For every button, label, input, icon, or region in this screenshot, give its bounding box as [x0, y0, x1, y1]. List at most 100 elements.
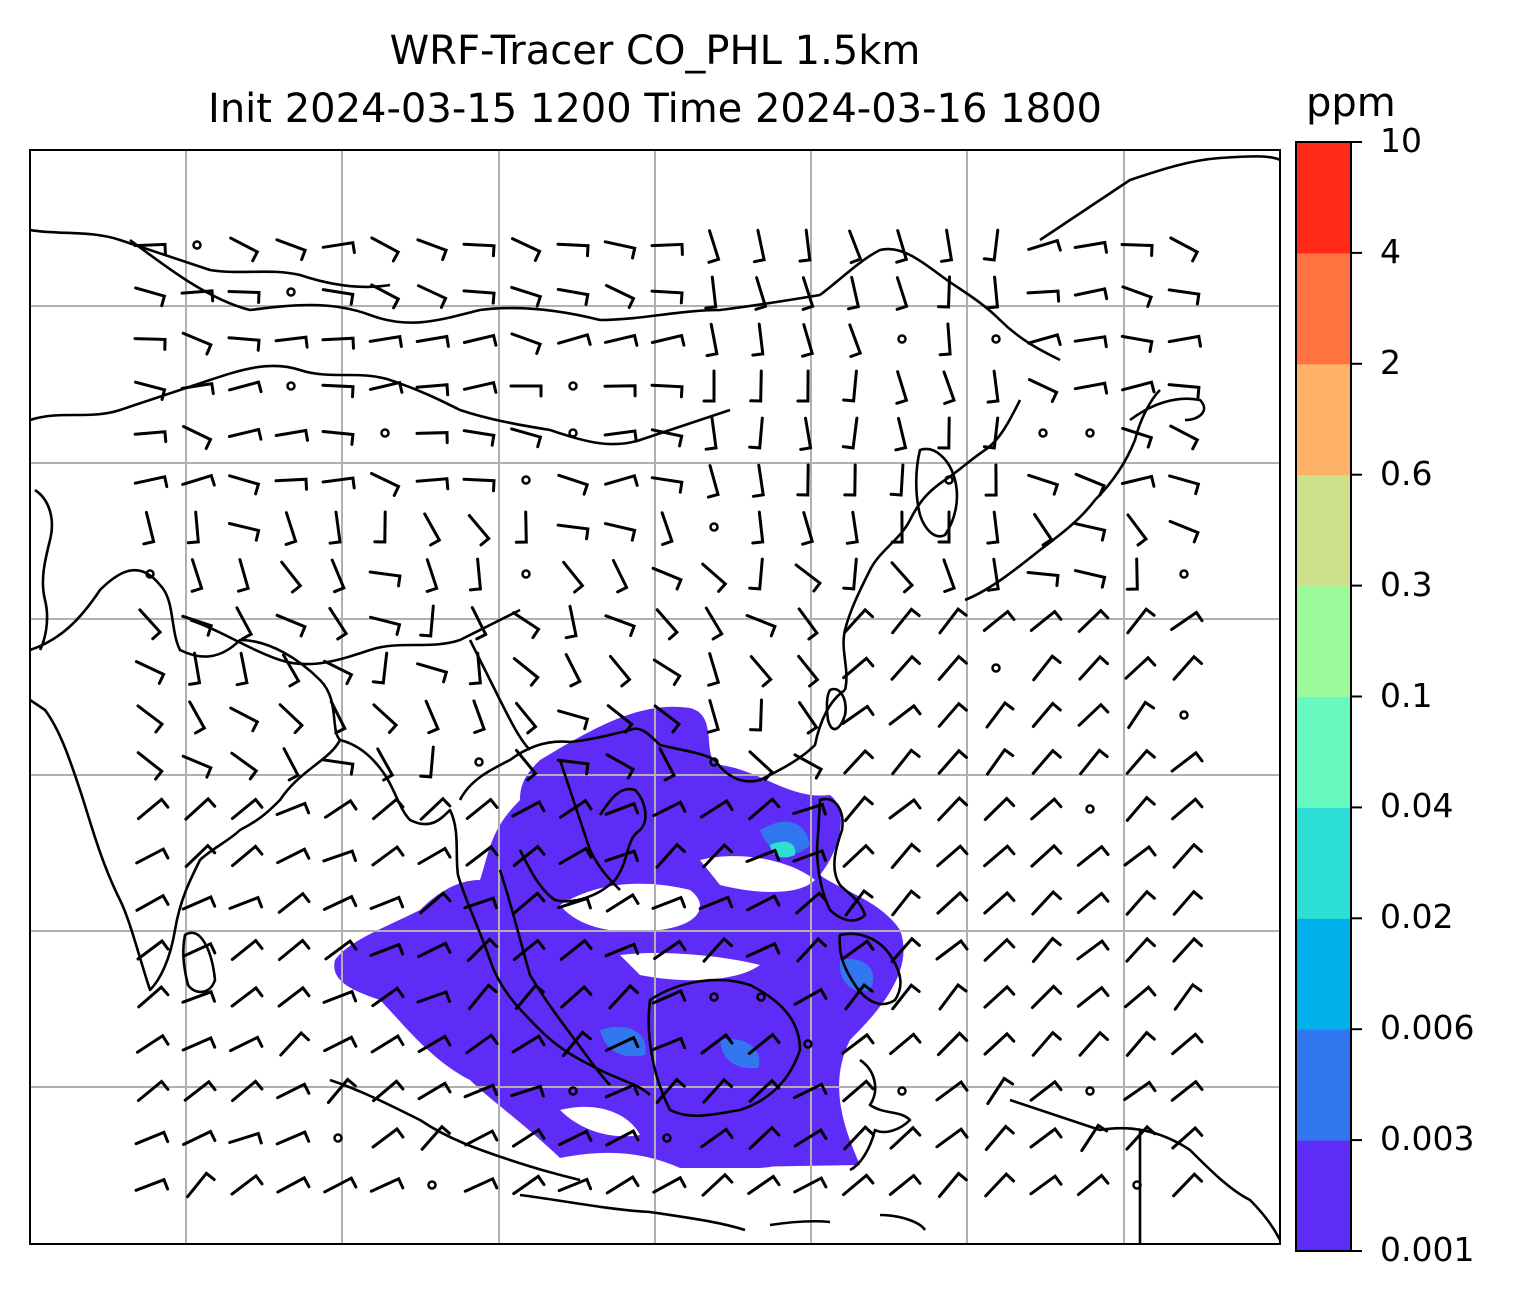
wind-barb	[1076, 938, 1110, 961]
wind-barb	[1078, 1030, 1109, 1057]
wind-barb	[604, 1035, 640, 1052]
wind-barb	[1027, 238, 1062, 252]
plume-main	[334, 706, 904, 1168]
wind-barb	[1073, 240, 1108, 254]
wind-barb	[465, 797, 499, 820]
wind-barb	[277, 891, 311, 914]
wind-barb	[653, 939, 687, 960]
wind-barb	[230, 797, 264, 820]
wind-barb	[142, 510, 156, 546]
wind-barb	[938, 322, 952, 357]
wind-barb	[1168, 474, 1201, 496]
wind-barb	[751, 463, 765, 498]
wind-barb	[603, 240, 637, 260]
wind-barb	[228, 895, 264, 910]
wind-barb	[462, 477, 496, 493]
wind-barb	[556, 242, 590, 258]
wind-barb	[1167, 334, 1202, 348]
wind-barb	[1124, 985, 1157, 1009]
wind-barb	[231, 844, 264, 868]
wind-barb	[702, 369, 716, 403]
wind-barb	[235, 651, 249, 687]
wind-barb	[793, 1082, 828, 1100]
wind-barb	[369, 615, 402, 636]
plume-east	[680, 1081, 804, 1168]
wind-barb	[936, 844, 969, 868]
wind-barb	[706, 464, 720, 499]
wind-barb	[984, 1171, 1016, 1198]
wind-barb	[604, 849, 639, 863]
wind-barb	[983, 844, 1016, 868]
wind-barb	[895, 370, 909, 405]
wind-barb	[420, 1124, 451, 1151]
wind-barb	[557, 709, 590, 731]
wind-barb	[844, 982, 874, 1011]
wind-barb	[985, 747, 1015, 776]
wind-barb	[746, 894, 781, 912]
wind-barb	[748, 750, 775, 781]
wind-barb	[984, 1124, 1015, 1151]
wind-barb	[842, 1079, 875, 1103]
wind-barb	[1073, 335, 1108, 349]
wind-barb	[1077, 702, 1110, 727]
wind-barb	[797, 607, 819, 641]
wind-barb	[515, 701, 538, 735]
wind-barb	[562, 1030, 592, 1058]
wind-barb	[792, 848, 827, 863]
wind-barb	[181, 895, 217, 911]
wind-barb	[321, 336, 355, 350]
wind-barb	[888, 703, 922, 726]
wind-barb	[228, 474, 261, 496]
wind-barb	[984, 463, 998, 497]
wind-barb	[698, 895, 734, 911]
wind-barb	[748, 557, 764, 591]
wind-barb	[368, 380, 404, 394]
wind-barb	[371, 651, 389, 685]
wind-barb	[847, 275, 861, 311]
wind-barb	[1167, 288, 1201, 306]
wind-barb	[848, 323, 863, 358]
wind-barb	[937, 1171, 968, 1198]
wind-barb	[512, 844, 546, 867]
plume-gap-4	[560, 1106, 640, 1137]
wind-barb	[652, 1175, 687, 1194]
colorbar-tick-label: 0.001	[1380, 1230, 1475, 1269]
wind-barb	[468, 983, 498, 1011]
wind-barb	[798, 701, 819, 735]
calm-circle	[1085, 1086, 1095, 1096]
calm-circle	[286, 287, 296, 297]
wind-barb	[843, 607, 874, 634]
colorbar-tick-label: 0.003	[1380, 1119, 1475, 1159]
wind-barb	[1073, 522, 1107, 542]
wind-barb	[462, 333, 498, 347]
wind-barb	[557, 332, 592, 346]
wind-barb	[416, 662, 449, 684]
calm-circle	[897, 334, 907, 344]
wind-barb	[463, 1176, 499, 1193]
wind-barb	[415, 477, 450, 491]
coastline-java	[519, 1193, 746, 1232]
wind-barb	[188, 651, 202, 686]
wind-barb	[605, 753, 636, 780]
wind-barb	[276, 1082, 311, 1100]
wind-barb	[237, 558, 250, 593]
wind-barb	[557, 1177, 593, 1193]
wind-barb	[321, 288, 355, 306]
wind-barb	[652, 800, 687, 818]
wind-barb	[227, 290, 261, 304]
wind-barb	[841, 416, 859, 450]
wind-barb	[134, 660, 166, 685]
wind-barb	[603, 429, 638, 443]
wind-barb	[937, 416, 951, 450]
wind-barb	[370, 283, 401, 310]
wind-barb	[230, 1173, 264, 1196]
border-kazakhstan	[30, 228, 391, 289]
wind-barb	[655, 608, 680, 641]
wind-barb	[655, 842, 686, 869]
wind-barb	[754, 276, 768, 311]
wind-barb	[329, 700, 347, 735]
plot-title-line-2: Init 2024-03-15 1200 Time 2024-03-16 180…	[208, 86, 1102, 132]
wind-barb	[748, 416, 764, 450]
wind-barb	[227, 522, 261, 542]
wind-barb	[472, 699, 487, 734]
